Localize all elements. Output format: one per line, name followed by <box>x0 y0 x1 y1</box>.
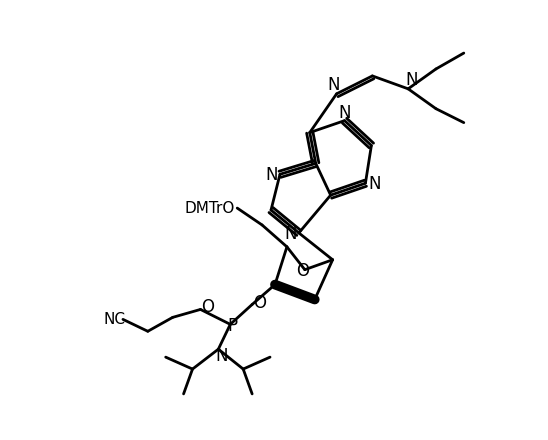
Text: N: N <box>338 104 351 122</box>
Text: N: N <box>284 225 297 243</box>
Text: DMTrO: DMTrO <box>184 201 235 216</box>
Text: O: O <box>296 262 309 280</box>
Text: P: P <box>227 317 237 335</box>
Text: N: N <box>215 347 227 365</box>
Text: O: O <box>254 294 266 312</box>
Text: N: N <box>266 166 278 184</box>
Text: N: N <box>368 175 381 193</box>
Text: NC: NC <box>103 312 125 327</box>
Text: O: O <box>201 298 214 316</box>
Text: N: N <box>405 71 418 89</box>
Text: N: N <box>327 76 340 94</box>
